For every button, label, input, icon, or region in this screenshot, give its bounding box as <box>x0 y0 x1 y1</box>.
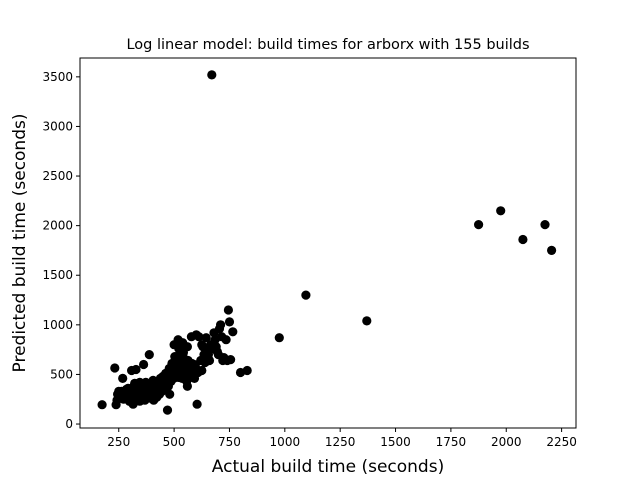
y-tick-label: 1500 <box>42 268 73 282</box>
y-tick-label: 2000 <box>42 219 73 233</box>
data-point <box>224 317 235 327</box>
y-axis-ticks: 0 500 1000 1500 2000 2500 3000 3500 <box>42 70 80 431</box>
data-point <box>201 333 211 343</box>
data-point <box>139 359 149 370</box>
x-tick-label: 1750 <box>436 435 467 449</box>
data-point <box>110 363 120 373</box>
x-tick-label: 250 <box>107 435 130 449</box>
data-point <box>121 384 132 394</box>
data-point <box>221 335 231 345</box>
y-tick-label: 500 <box>50 367 73 381</box>
data-point <box>496 206 506 216</box>
data-point <box>118 373 128 383</box>
data-point <box>474 220 484 230</box>
data-point <box>189 359 199 370</box>
data-point <box>226 355 236 365</box>
data-point <box>97 400 107 410</box>
x-axis-label: Actual build time (seconds) <box>212 457 444 477</box>
data-point <box>362 316 372 326</box>
plot-area-frame <box>79 57 577 429</box>
y-tick-label: 1000 <box>42 318 73 332</box>
data-point <box>194 332 204 342</box>
data-point <box>216 320 226 330</box>
data-point <box>149 394 159 404</box>
data-point <box>204 355 215 366</box>
data-point <box>125 396 135 406</box>
data-point <box>144 350 154 360</box>
data-point <box>162 405 173 415</box>
data-point <box>197 365 207 376</box>
y-axis-label: Predicted build time (seconds) <box>10 114 30 373</box>
x-tick-label: 1500 <box>380 435 411 449</box>
chart-title: Log linear model: build times for arborx… <box>126 37 529 53</box>
y-tick-label: 3500 <box>42 70 73 84</box>
x-tick-label: 2000 <box>491 435 522 449</box>
data-point <box>156 384 166 394</box>
data-point <box>547 245 557 255</box>
data-point <box>192 399 202 409</box>
data-point <box>139 387 149 397</box>
data-point <box>228 327 238 337</box>
data-point <box>223 305 233 315</box>
data-points <box>97 70 557 415</box>
data-point <box>207 70 217 80</box>
data-point <box>540 220 550 230</box>
x-tick-label: 1000 <box>270 435 301 449</box>
data-point <box>242 365 252 376</box>
x-axis-ticks: 250 500 750 1000 1250 1500 1750 2000 2250 <box>107 428 577 449</box>
x-tick-label: 750 <box>218 435 241 449</box>
y-tick-label: 0 <box>65 417 73 431</box>
data-point <box>165 389 175 399</box>
y-tick-label: 2500 <box>42 169 73 183</box>
data-point <box>197 340 207 350</box>
x-tick-label: 500 <box>163 435 186 449</box>
y-tick-label: 3000 <box>42 119 73 133</box>
data-point <box>131 364 141 375</box>
data-point <box>182 342 192 352</box>
data-point <box>301 290 311 300</box>
data-point <box>173 372 184 382</box>
x-tick-label: 2250 <box>546 435 577 449</box>
x-tick-label: 1250 <box>325 435 356 449</box>
data-point <box>135 377 145 387</box>
data-point <box>518 234 528 245</box>
data-point <box>274 333 284 343</box>
data-point <box>182 381 192 391</box>
